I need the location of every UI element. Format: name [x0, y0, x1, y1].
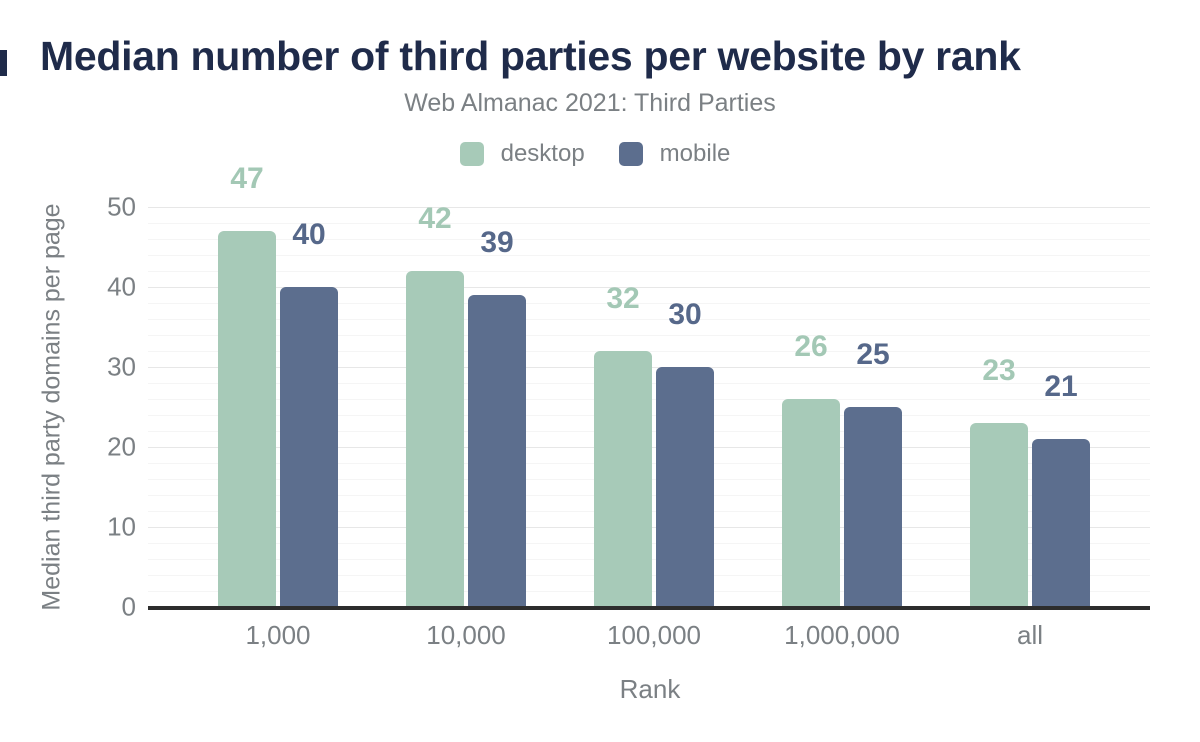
bar-mobile-all: [1032, 439, 1090, 607]
y-tick-label-10: 10: [107, 511, 136, 542]
chart-legend: desktop mobile: [0, 140, 1190, 168]
minor-gridline-y46: [148, 239, 1150, 240]
value-label-mobile-all: 21: [1044, 370, 1078, 403]
value-label-mobile-10000: 39: [480, 226, 514, 259]
y-axis-title: Median third party domains per page: [37, 203, 66, 611]
minor-gridline-y38: [148, 303, 1150, 304]
value-label-desktop-all: 23: [982, 354, 1016, 387]
x-axis-baseline: [148, 606, 1150, 610]
legend-item-mobile: mobile: [618, 140, 731, 168]
value-label-desktop-1000: 47: [230, 162, 264, 195]
minor-gridline-y36: [148, 319, 1150, 320]
bar-desktop-1000000: [782, 399, 840, 607]
x-tick-label-10000: 10,000: [426, 620, 506, 650]
bar-mobile-1000: [280, 287, 338, 607]
bar-mobile-1000000: [844, 407, 902, 607]
value-label-mobile-100000: 30: [668, 298, 702, 331]
x-axis-title: Rank: [619, 674, 681, 704]
minor-gridline-y42: [148, 271, 1150, 272]
x-tick-label-1000: 1,000: [245, 620, 311, 650]
legend-swatch-mobile: [618, 142, 643, 166]
major-gridline-y50: [148, 207, 1150, 208]
bar-mobile-100000: [656, 367, 714, 607]
value-label-mobile-1000: 40: [292, 218, 326, 251]
y-tick-label-0: 0: [121, 591, 136, 622]
x-tick-label-all: all: [1016, 620, 1043, 650]
bar-desktop-all: [970, 423, 1028, 607]
value-label-desktop-1000000: 26: [794, 330, 828, 363]
value-label-mobile-1000000: 25: [856, 338, 890, 371]
major-gridline-y40: [148, 287, 1150, 288]
bar-desktop-100000: [594, 351, 652, 607]
legend-label-desktop: desktop: [500, 140, 585, 167]
bar-mobile-10000: [468, 295, 526, 607]
value-label-desktop-100000: 32: [606, 282, 640, 315]
minor-gridline-y34: [148, 335, 1150, 336]
chart-subtitle: Web Almanac 2021: Third Parties: [404, 89, 776, 117]
y-tick-label-40: 40: [107, 271, 136, 302]
x-tick-label-1000000: 1,000,000: [784, 620, 900, 650]
y-tick-label-30: 30: [107, 351, 136, 382]
y-tick-label-20: 20: [107, 431, 136, 462]
chart-title: Median number of third parties per websi…: [40, 33, 1021, 79]
y-tick-label-50: 50: [107, 191, 136, 222]
x-tick-label-100000: 100,000: [607, 620, 701, 650]
minor-gridline-y48: [148, 223, 1150, 224]
bar-desktop-1000: [218, 231, 276, 607]
legend-item-desktop: desktop: [459, 140, 585, 168]
bar-desktop-10000: [406, 271, 464, 607]
legend-swatch-desktop: [459, 142, 484, 166]
value-label-desktop-10000: 42: [418, 202, 452, 235]
minor-gridline-y44: [148, 255, 1150, 256]
clipped-edge-mark: [0, 50, 7, 76]
legend-label-mobile: mobile: [659, 140, 731, 167]
